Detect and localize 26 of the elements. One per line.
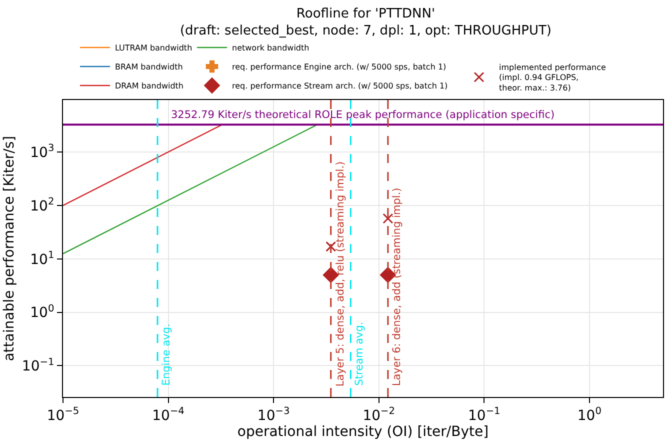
legend-label: network bandwidth xyxy=(232,44,310,53)
y-tick-label: 10$^{0}$ xyxy=(30,303,54,322)
x-tick-label: 10$^{−5}$ xyxy=(46,406,80,424)
y-tick-label: 10$^{1}$ xyxy=(30,250,54,268)
y-tick-label: 10$^{3}$ xyxy=(30,143,54,161)
legend-label: BRAM bandwidth xyxy=(115,62,183,72)
x-axis-title: operational intensity (OI) [iter/Byte] xyxy=(237,424,489,440)
y-tick-label: 10$^{−1}$ xyxy=(22,356,54,375)
legend-label: LUTRAM bandwidth xyxy=(115,44,192,53)
y-tick-label: 10$^{2}$ xyxy=(30,196,54,214)
x-tick-label: 10$^{−3}$ xyxy=(257,406,290,424)
x-tick-label: 10$^{−2}$ xyxy=(362,406,395,424)
ref-line-label: Engine avg. xyxy=(160,324,172,386)
ref-line-label: Stream avg. xyxy=(354,322,366,386)
ref-line-label: Layer 6: dense, add (streaming impl.) xyxy=(390,188,403,386)
ref-line-label: Layer 5: dense, add, relu (streaming impl.) xyxy=(334,161,346,386)
x-tick-label: 10$^{−1}$ xyxy=(468,406,500,424)
x-tick-label: 10$^{−4}$ xyxy=(152,406,184,424)
legend-label: req. performance Engine arch. (w/ 5000 sps, batch 1) xyxy=(232,62,446,72)
legend-label: DRAM bandwidth xyxy=(115,82,184,91)
chart-title: Roofline for 'PTTDNN' (draft: selected_best, node: 7, dpl: 1, opt: THROUGHPUT) xyxy=(180,6,552,39)
legend-label: implemented performance (impl. 0.94 GFLOPS, theor. max.: 3.76) xyxy=(499,62,606,93)
y-axis-title: attainable performance [Kiter/s] xyxy=(2,136,18,362)
legend-label: req. performance Stream arch. (w/ 5000 sps, batch 1) xyxy=(232,82,448,91)
ref-line-label: 3252.79 Kiter/s theoretical ROLE peak performance (application specific) xyxy=(171,109,555,121)
x-tick-label: 10$^{0}$ xyxy=(577,406,602,424)
